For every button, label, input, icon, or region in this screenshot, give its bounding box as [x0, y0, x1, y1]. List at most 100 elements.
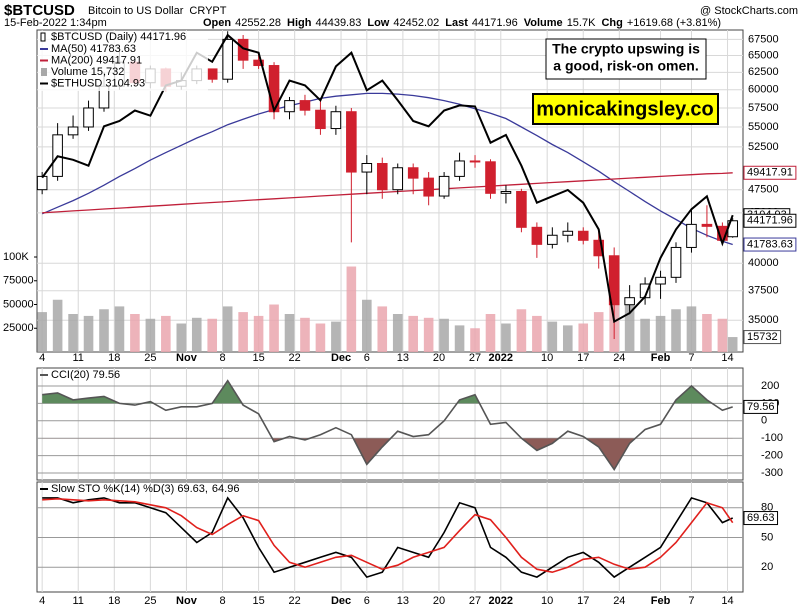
series-line [42, 497, 734, 574]
x-tick-label: 18 [108, 352, 120, 364]
candle-body [67, 126, 79, 136]
volume-bar [485, 314, 496, 352]
x-tick-label: 13 [397, 352, 409, 364]
x-tick-label: 25 [144, 352, 156, 364]
candle-body [469, 160, 481, 163]
x-tick-label: 11 [73, 352, 84, 364]
x-tick-label: 4 [39, 595, 45, 607]
candle-body [547, 234, 558, 245]
candle-body [407, 167, 419, 179]
candle-body [485, 161, 496, 194]
x-tick-label: 10 [541, 352, 553, 364]
volume-bar [346, 266, 357, 352]
x-tick-label: 17 [577, 352, 589, 364]
y-tick-label: 0 [761, 415, 767, 427]
volume-bar [593, 312, 604, 352]
volume-bar [408, 315, 418, 352]
volume-bar [114, 306, 125, 352]
last-value-flag: 49417.91 [747, 167, 793, 179]
volume-bar [52, 299, 63, 352]
volume-bar [501, 323, 511, 352]
candle-body [608, 255, 620, 306]
volume-bar [671, 309, 681, 352]
volume-bar [238, 312, 248, 352]
symbol-name: Bitcoin to US Dollar [88, 5, 184, 17]
x-tick-label: 20 [433, 352, 445, 364]
candle-body [376, 162, 388, 191]
y-tick-label: -300 [761, 467, 783, 479]
volume-bar [547, 321, 558, 352]
volume-bar [655, 315, 666, 352]
x-tick-label: 10 [541, 595, 553, 607]
series-line [42, 172, 733, 214]
x-tick-label: 22 [289, 352, 301, 364]
last-value-flag: 79.56 [747, 401, 775, 413]
legend-entry: 64.96 [212, 483, 240, 495]
note-box [545, 38, 707, 80]
quote-value: 44439.83 [315, 17, 361, 29]
exchange: CRYPT [189, 5, 226, 17]
x-tick-label: 17 [577, 595, 589, 607]
candle-body [593, 239, 605, 257]
candle-body [531, 226, 543, 245]
volume-bar [516, 309, 527, 352]
volume-bar [300, 317, 310, 352]
last-value-flag: 44171.96 [747, 215, 793, 227]
candle-body [253, 59, 264, 67]
x-tick-label: Dec [331, 352, 351, 364]
legend-entry: MA(50) 41783.63 [51, 43, 136, 55]
volume-bar [392, 314, 403, 352]
volume-bar [207, 318, 218, 352]
quote-value: 44171.96 [472, 17, 518, 29]
volume-tick-label: 100K [3, 251, 29, 263]
y-tick-label: 47500 [748, 184, 779, 196]
volume-bar [331, 321, 341, 352]
quote-value: 15.7K [567, 17, 596, 29]
panel-frame [36, 367, 744, 481]
candle-body [577, 230, 589, 241]
symbol: $BTCUSD [4, 2, 75, 19]
site-text: monicakingsley.co [536, 98, 713, 120]
volume-bar [717, 318, 728, 352]
note-text: a good, risk-on omen. [553, 58, 698, 74]
x-tick-label: 6 [364, 595, 370, 607]
flag-box [743, 330, 782, 345]
last-value-flag: 15732 [747, 331, 778, 343]
quote-label: Low [367, 17, 389, 29]
volume-bar [145, 318, 156, 352]
x-tick-label: 24 [613, 595, 625, 607]
legend-entry: Slow STO %K(14) %D(3) 69.63, [51, 483, 208, 495]
candle-body [701, 223, 713, 227]
volume-bar [377, 306, 388, 352]
volume-bar [702, 314, 712, 352]
date: 15-Feb-2022 1:34pm [4, 17, 107, 29]
x-tick-label: Feb [651, 595, 671, 607]
candle-body [624, 297, 635, 306]
x-tick-label: 24 [613, 352, 625, 364]
candle-body [299, 100, 311, 111]
series-line [41, 33, 734, 324]
candle-body [686, 223, 697, 248]
series-line [42, 379, 733, 471]
candle-body [284, 100, 295, 113]
volume-bar [454, 325, 465, 352]
x-tick-label: 7 [688, 352, 694, 364]
y-tick-label: 80 [761, 502, 773, 514]
quote-value: 42452.02 [393, 17, 439, 29]
x-tick-label: 15 [252, 352, 264, 364]
candle-body [346, 111, 357, 173]
x-tick-label: 4 [39, 352, 45, 364]
y-tick-label: 60000 [748, 84, 779, 96]
volume-bar [727, 337, 738, 352]
x-tick-label: 22 [289, 595, 301, 607]
x-tick-label: Dec [331, 595, 351, 607]
candle-body [670, 246, 682, 278]
legend-entry: $ETHUSD 3104.93 [51, 77, 145, 89]
x-tick-label: 14 [721, 352, 733, 364]
x-tick-label: 8 [219, 595, 225, 607]
volume-bar [253, 315, 264, 352]
volume-tick-label: 75000 [3, 275, 34, 287]
volume-bar [284, 314, 295, 352]
